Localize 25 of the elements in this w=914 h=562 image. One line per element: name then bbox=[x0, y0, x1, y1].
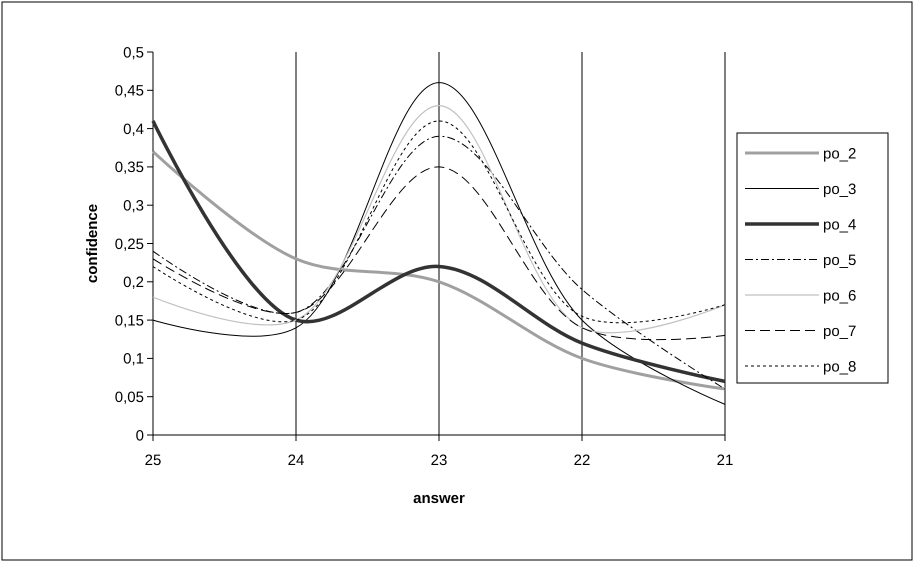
x-tick-label: 21 bbox=[716, 452, 734, 469]
legend-label: po_8 bbox=[823, 358, 856, 376]
y-tick-label: 0,35 bbox=[114, 159, 144, 176]
x-tick-label: 25 bbox=[144, 452, 162, 469]
y-tick-label: 0,45 bbox=[114, 82, 144, 100]
legend-label: po_3 bbox=[823, 180, 856, 198]
x-axis-title: answer bbox=[413, 490, 466, 507]
y-tick-label: 0,4 bbox=[123, 120, 144, 138]
x-tick-label: 24 bbox=[288, 452, 304, 469]
y-tick-label: 0,5 bbox=[123, 44, 144, 62]
y-tick-label: 0,05 bbox=[114, 388, 144, 406]
legend-label: po_5 bbox=[823, 252, 856, 269]
y-tick-label: 0,3 bbox=[123, 197, 144, 214]
y-tick-label: 0 bbox=[136, 427, 144, 444]
y-tick-label: 0,15 bbox=[114, 312, 144, 330]
y-tick-label: 0,2 bbox=[123, 274, 144, 292]
legend-label: po_7 bbox=[823, 322, 856, 340]
legend-label: po_6 bbox=[823, 287, 856, 304]
x-tick-label: 23 bbox=[430, 452, 448, 469]
y-tick-label: 0,1 bbox=[123, 350, 144, 368]
y-axis-title: confidence bbox=[84, 204, 101, 284]
x-tick-label: 22 bbox=[574, 452, 590, 469]
legend-label: po_4 bbox=[823, 216, 856, 234]
legend-label: po_2 bbox=[823, 145, 856, 162]
y-tick-label: 0,25 bbox=[114, 236, 144, 253]
